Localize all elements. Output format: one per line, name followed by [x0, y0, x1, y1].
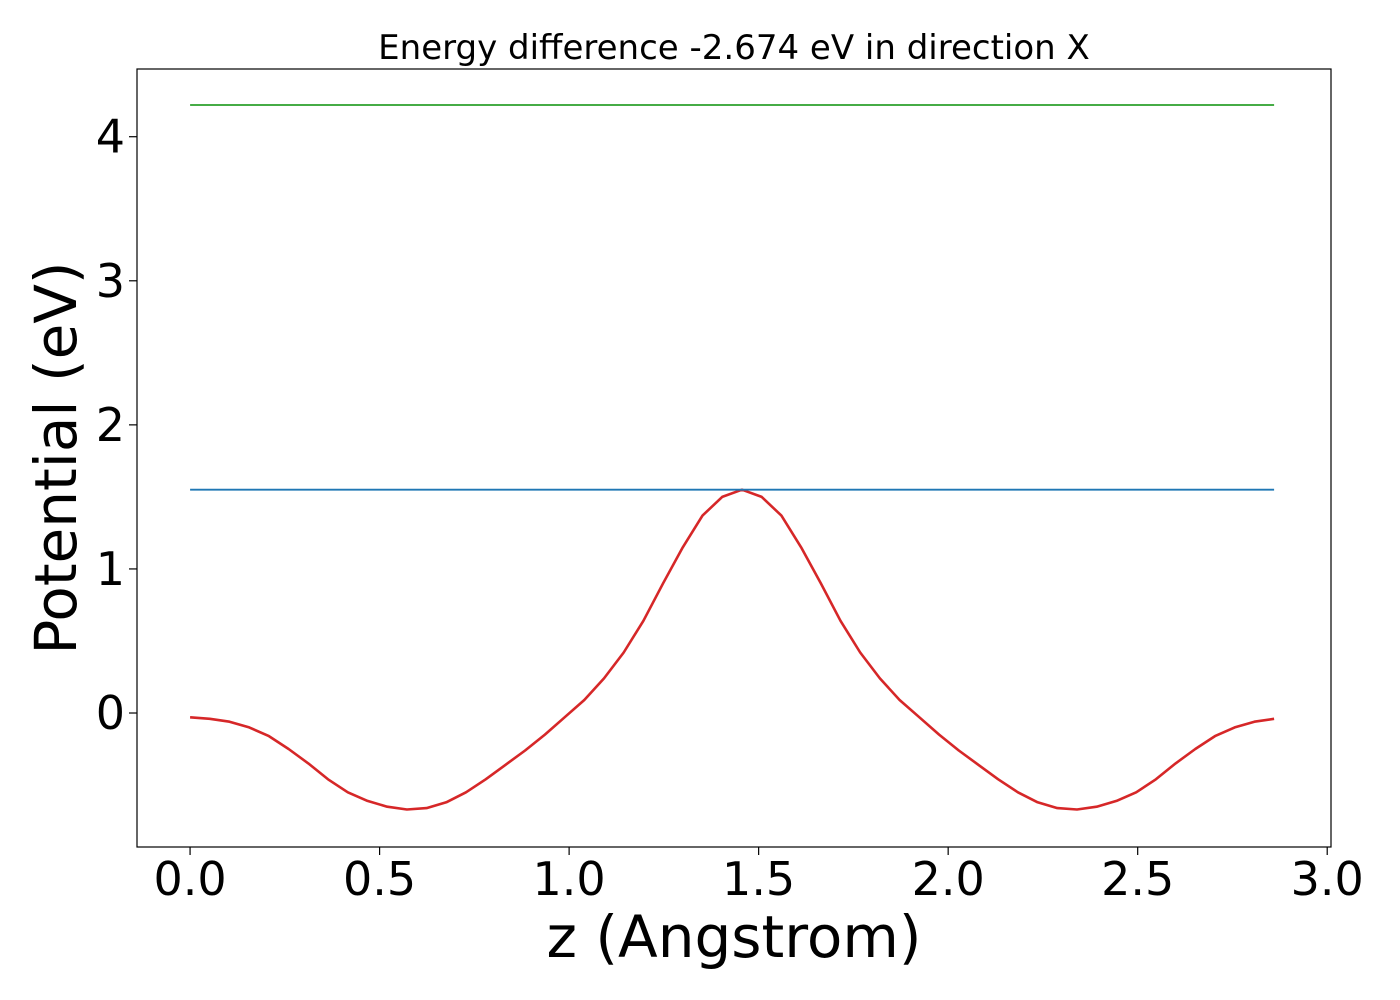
x-tick-label: 0.5	[343, 852, 416, 906]
y-tick-label: 0	[96, 686, 125, 740]
x-tick-label: 1.5	[722, 852, 795, 906]
series-layer	[190, 104, 1275, 811]
y-tick-label: 1	[96, 542, 125, 596]
y-tick-label: 4	[96, 110, 125, 164]
x-axis-label: z (Angstrom)	[547, 903, 922, 971]
plot-frame	[136, 68, 1332, 848]
y-tick-label: 3	[96, 254, 125, 308]
x-tick-label: 0.0	[153, 852, 226, 906]
y-tick-label: 2	[96, 398, 125, 452]
y-axis-label: Potential (eV)	[22, 261, 90, 654]
x-tick-label: 2.5	[1101, 852, 1174, 906]
x-tick-label: 1.0	[533, 852, 606, 906]
x-tick-label: 2.0	[912, 852, 985, 906]
y-axis-ticks: 0 1 2 3 4	[96, 110, 137, 740]
x-tick-label: 3.0	[1291, 852, 1364, 906]
x-axis-ticks: 0.0 0.5 1.0 1.5 2.0 2.5 3.0	[153, 847, 1364, 906]
series-line-0	[190, 488, 1275, 811]
chart-title: Energy difference -2.674 eV in direction…	[378, 28, 1090, 68]
